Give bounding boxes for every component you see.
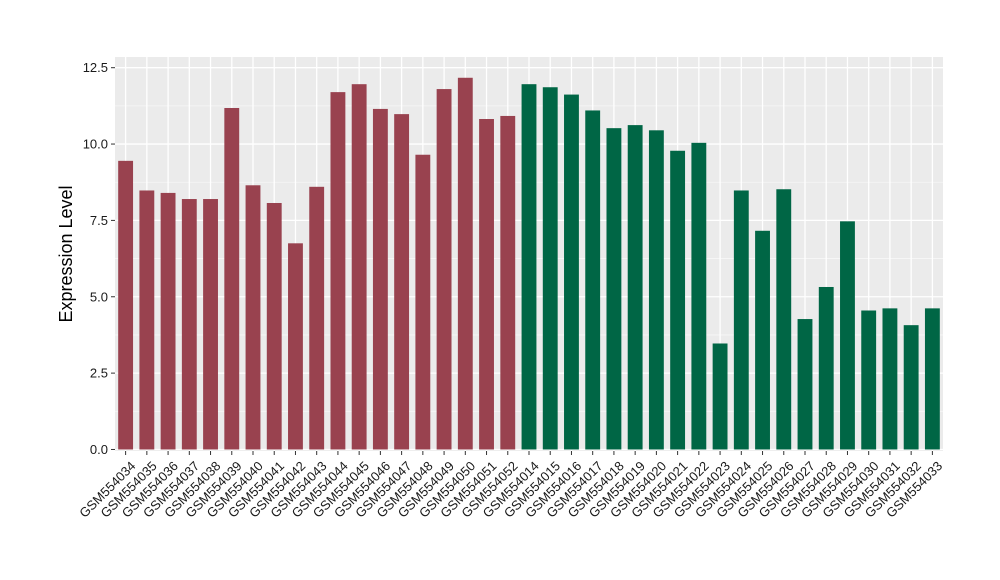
bar-GSM554036 [160,192,176,450]
bar-GSM554039 [224,108,240,450]
bar-GSM554046 [372,108,388,450]
y-tick-label: 10.0 [83,137,108,152]
bar-GSM554052 [500,115,516,450]
bar-GSM554051 [479,119,494,450]
bar-GSM554025 [755,230,770,450]
bar-GSM554028 [818,286,834,450]
bar-GSM554016 [564,94,579,450]
y-tick-label: 7.5 [90,213,108,228]
bar-GSM554043 [309,186,325,450]
bar-GSM554020 [648,130,664,450]
bars [118,77,940,450]
bar-GSM554049 [436,89,452,450]
bar-GSM554029 [840,221,855,450]
bar-GSM554044 [330,92,346,450]
y-tick-label: 5.0 [90,289,108,304]
bar-GSM554014 [521,84,537,450]
y-tick-label: 0.0 [90,442,108,457]
bar-GSM554034 [118,160,134,450]
bar-GSM554035 [139,190,155,450]
bar-GSM554024 [733,190,749,450]
bar-GSM554040 [245,185,261,450]
bar-GSM554030 [861,310,877,450]
bar-GSM554033 [924,308,940,450]
bar-GSM554037 [181,199,197,450]
bar-GSM554045 [351,84,367,450]
bar-GSM554031 [882,308,898,450]
bar-GSM554038 [203,199,218,450]
y-axis: 0.0 2.5 5.0 7.5 10.0 12.5 [83,60,115,457]
y-tick-label: 12.5 [83,60,108,75]
x-axis: GSM554034GSM554035GSM554036GSM554037GSM5… [76,451,945,521]
bar-GSM554032 [903,325,919,450]
bar-GSM554015 [542,87,558,450]
bar-GSM554041 [266,202,282,450]
bar-GSM554022 [691,142,707,450]
bar-GSM554023 [712,343,728,450]
bar-GSM554042 [288,243,303,450]
bar-GSM554048 [415,154,431,450]
bar-GSM554021 [670,150,686,450]
bar-GSM554017 [585,110,601,450]
bar-GSM554050 [457,77,473,450]
y-tick-label: 2.5 [90,366,108,381]
bar-GSM554027 [797,319,813,450]
bar-GSM554047 [394,114,410,450]
bar-GSM554018 [606,128,622,450]
y-axis-title: Expression Level [56,185,76,322]
bar-GSM554026 [776,189,792,450]
bar-GSM554019 [627,125,643,450]
